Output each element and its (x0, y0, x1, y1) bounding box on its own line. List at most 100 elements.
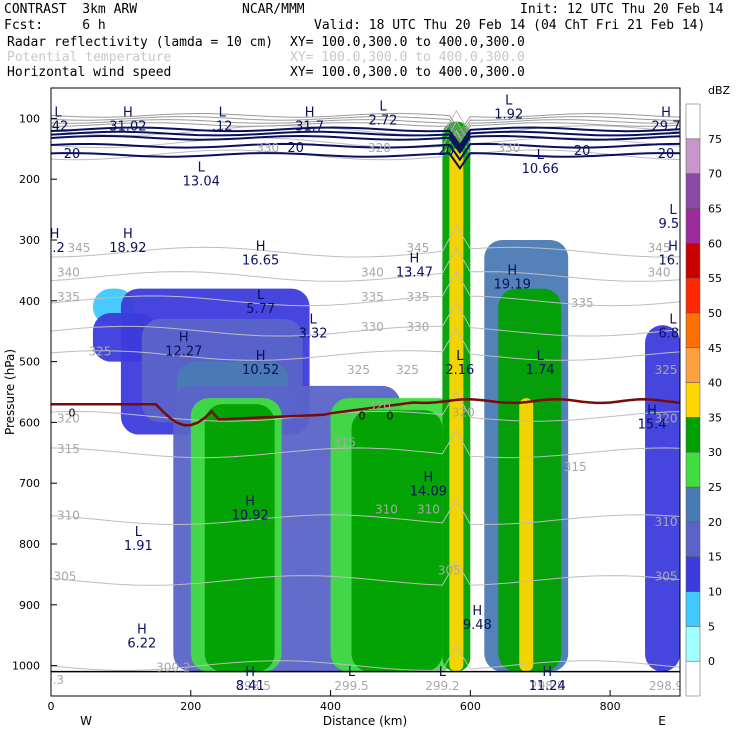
wind-extremum-kind-20: H (256, 349, 266, 364)
reflectivity-region-15 (645, 325, 680, 672)
wind-extremum-value-9: 9.50 (659, 217, 688, 232)
field2-name: Potential temperature (7, 50, 172, 65)
theta-label-11: 330 (406, 320, 429, 334)
y-tick-label-7: 800 (19, 538, 40, 551)
wind-extremum-value-8: 10.66 (522, 162, 559, 177)
colorbar-cell-14 (685, 173, 701, 209)
wind-extremum-value-27: 6.22 (127, 636, 156, 651)
freezing-level-line (51, 398, 680, 427)
wind-extremum-kind-2: L (219, 106, 227, 121)
wind-extremum-kind-10: H (50, 227, 60, 242)
wind-extremum-kind-12: H (256, 239, 266, 254)
colorbar-tick-label-9: 45 (708, 342, 722, 355)
wind-contour-0 (51, 112, 680, 133)
wind-extremum-value-13: 13.47 (396, 265, 433, 280)
colorbar-cell-8 (685, 382, 701, 418)
theta-isentrope-4 (51, 247, 680, 282)
wind-extremum-value-12: 16.65 (242, 253, 279, 268)
theta-label-38: 320 (368, 141, 391, 155)
wind-extremum-kind-17: L (309, 312, 317, 327)
freezing-level-label-2: 0 (386, 409, 393, 422)
wind-extremum-kind-27: H (137, 622, 147, 637)
theta-label-33: 299.5 (334, 679, 368, 693)
colorbar-tick-label-3: 15 (708, 551, 722, 564)
y-tick-label-3: 400 (19, 295, 40, 308)
x-tick-label-1: 200 (180, 700, 201, 713)
wind-extremum-kind-25: H (245, 495, 255, 510)
theta-label-35: 298.8 (530, 679, 564, 693)
y-axis-title: Pressure (hPa) (3, 349, 17, 435)
colorbar-tick-label-0: 0 (708, 655, 715, 668)
wind-extremum-value-26: 1.91 (124, 539, 153, 554)
wind-contour-label-2: 20 (438, 144, 455, 159)
wind-extremum-value-19: 12.27 (165, 345, 202, 360)
theta-label-34: 299.2 (425, 679, 459, 693)
wind-extremum-kind-24: H (424, 470, 434, 485)
wind-extremum-value-25: 10.92 (232, 509, 269, 524)
theta-label-28: 305 (438, 563, 461, 577)
theta-label-23: 310 (57, 509, 80, 523)
theta-label-20: 315 (333, 436, 356, 450)
wind-extremum-value-2: .12 (212, 120, 233, 135)
theta-label-37: 330 (256, 141, 279, 155)
wind-extremum-kind-4: L (379, 99, 387, 114)
y-tick-label-6: 700 (19, 477, 40, 490)
y-tick-label-0: 100 (19, 112, 40, 125)
theta-isentrope-12 (51, 644, 680, 671)
field3-name: Horizontal wind speed (7, 65, 172, 80)
reflectivity-region-7 (204, 404, 275, 672)
theta-label-18: 320 (452, 405, 475, 419)
theta-label-27: 305 (54, 569, 77, 583)
colorbar-tick-label-4: 20 (708, 516, 722, 529)
theta-isentrope-1 (51, 120, 680, 149)
colorbar-tick-label-5: 25 (708, 481, 722, 494)
wind-extremum-kind-29: H (245, 665, 255, 680)
colorbar-cell-0 (685, 660, 701, 697)
wind-extremum-kind-6: H (661, 106, 671, 121)
wind-extremum-kind-26: L (135, 525, 143, 540)
wind-extremum-value-6: 29.7 (652, 120, 681, 135)
theta-isentrope-6 (51, 301, 680, 337)
wind-contour-8 (51, 152, 680, 171)
wind-extremum-value-18: 6.81 (659, 326, 688, 341)
wind-extremum-value-22: 1.74 (526, 363, 555, 378)
colorbar-tick-label-13: 65 (708, 202, 722, 215)
theta-label-12: 325 (88, 345, 111, 359)
contour-label-layer: 345 345 345 340 340 340 335 335 335 335 330 330 325 3… (44, 93, 688, 694)
y-tick-label-1: 200 (19, 173, 40, 186)
axis-layer: 0 200 400 600 800100200300400500600700800900… (12, 112, 621, 713)
theta-isentrope-0 (51, 109, 680, 136)
wind-contour-label-3: 20 (574, 144, 591, 159)
wind-extremum-kind-11: H (123, 227, 133, 242)
wind-extremum-kind-8: L (537, 148, 545, 163)
wind-extremum-kind-0: L (54, 106, 62, 121)
plot-frame (50, 87, 681, 697)
theta-label-14: 325 (396, 363, 419, 377)
field2-xy: XY= 100.0,300.0 to 400.0,300.0 (290, 50, 525, 65)
wind-contour-1 (51, 116, 680, 136)
wind-extremum-kind-3: H (305, 106, 315, 121)
wind-extremum-value-7: 13.04 (183, 174, 220, 189)
field1-name: Radar reflectivity (lamda = 10 cm) (7, 35, 274, 50)
wind-extremum-value-5: 1.92 (494, 107, 523, 122)
colorbar-tick-label-15: 75 (708, 133, 722, 146)
x-tick-label-3: 600 (460, 700, 481, 713)
colorbar-tick-label-12: 60 (708, 237, 722, 250)
wind-extremum-kind-19: H (179, 331, 189, 346)
theta-label-15: 325 (655, 363, 678, 377)
wind-extremum-value-28: 9.48 (463, 618, 492, 633)
colorbar-cell-15 (685, 138, 701, 174)
theta-isentrope-5 (51, 270, 680, 307)
colorbar-cell-2 (685, 591, 701, 627)
theta-isentrope-9 (51, 429, 680, 459)
theta-label-16: 320 (368, 399, 391, 413)
colorbar-cell-6 (685, 451, 701, 488)
wind-extremum-value-10: 9.2 (44, 241, 65, 256)
wind-extremum-kind-32: L (439, 665, 447, 680)
theta-label-10: 330 (361, 320, 384, 334)
theta-label-24: 310 (375, 503, 398, 517)
freezing-level-label-0: 0 (68, 406, 75, 419)
header-line2-left: Fcst: 6 h (4, 18, 106, 33)
x-end-label-west: W (80, 714, 92, 728)
